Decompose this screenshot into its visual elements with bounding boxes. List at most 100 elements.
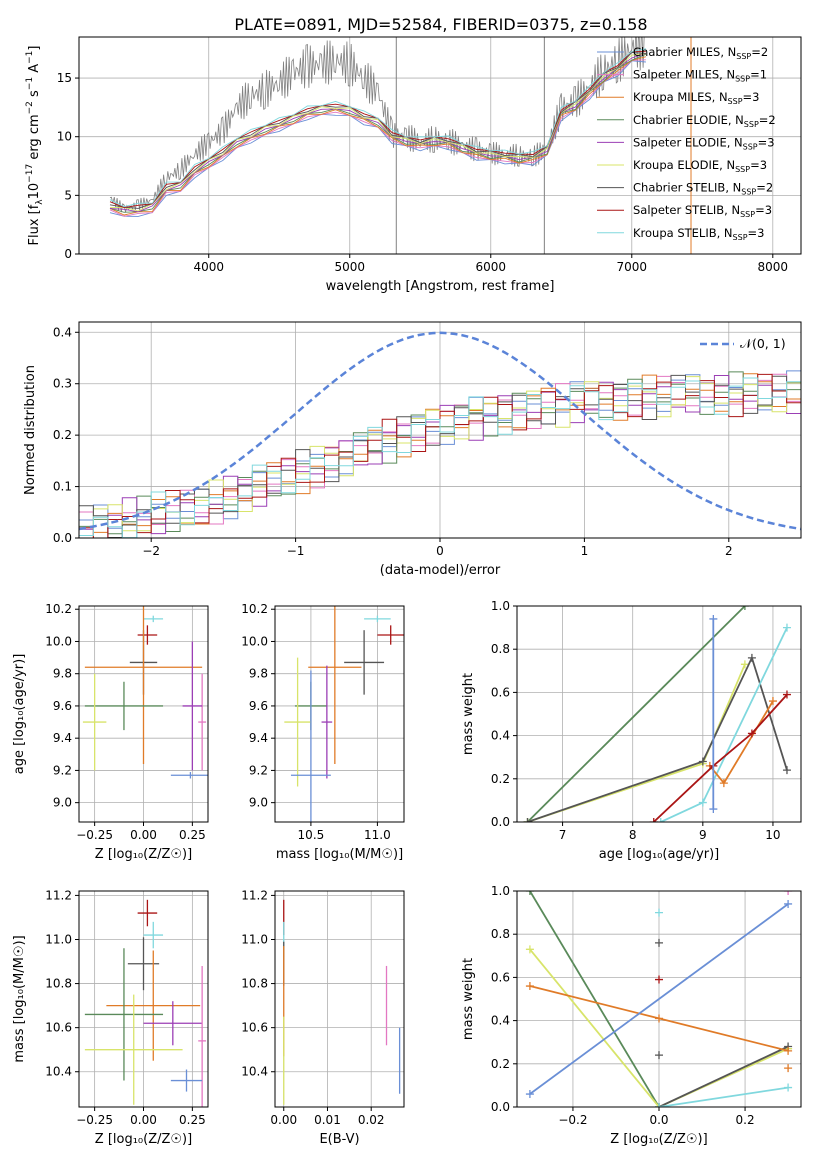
weight-marker	[784, 1083, 793, 1092]
y-tick-label: 11.2	[241, 888, 268, 902]
weight-line-salpeter-stelib	[653, 693, 788, 822]
weight-marker	[709, 805, 718, 814]
x-axis-label: E(B-V)	[319, 1132, 359, 1147]
weight-marker	[655, 1014, 663, 1023]
y-axis-label-part: ]	[27, 46, 42, 51]
y-tick-label: 0.6	[491, 970, 510, 984]
x-tick-label: 7	[559, 828, 567, 842]
y-axis-label-part: −1	[25, 77, 35, 90]
weight-marker	[655, 1051, 663, 1060]
y-tick-label: 10.6	[241, 1021, 268, 1035]
legend-label: Kroupa ELODIE, NSSP=3	[633, 158, 767, 174]
y-tick-label: 9.2	[53, 763, 72, 777]
legend-sub: SSP	[728, 97, 743, 106]
y-axis-label-part: λ	[35, 199, 45, 205]
x-axis-label: Z [log₁₀(Z/Z☉)]	[610, 1132, 707, 1147]
x-axis-label: age [log₁₀(age/yr)]	[599, 847, 720, 862]
x-tick-label: 0.00	[270, 1113, 297, 1127]
weight-marker	[784, 891, 793, 895]
y-tick-label: 10.0	[45, 634, 72, 648]
legend-label: Salpeter STELIB, NSSP=3	[633, 203, 772, 219]
y-axis-label: mass [log₁₀(M/M☉)]	[12, 935, 27, 1062]
y-tick-label: 5	[64, 188, 72, 202]
plot-area-weight-vs-age	[523, 606, 791, 822]
weight-marker	[784, 1046, 793, 1055]
model-line-kroupa-stelib	[109, 48, 646, 208]
weight-marker	[784, 899, 793, 908]
y-tick-label: 9.4	[53, 731, 72, 745]
y-tick-label: 0.4	[53, 325, 72, 339]
x-tick-label: 0.25	[179, 1113, 206, 1127]
legend-nssp: =1	[750, 68, 767, 82]
x-tick-label: 0.02	[358, 1113, 385, 1127]
axes-frame	[516, 890, 802, 1108]
y-tick-label: 9.8	[53, 667, 72, 681]
y-tick-label: 10.8	[45, 977, 72, 991]
x-axis-label: wavelength [Angstrom, rest frame]	[326, 279, 555, 294]
y-tick-label: 10.6	[45, 1021, 72, 1035]
y-tick-label: 0	[64, 247, 72, 261]
x-tick-label: 8000	[758, 260, 789, 274]
y-tick-label: 0.3	[53, 377, 72, 391]
weight-marker	[784, 1064, 793, 1073]
x-tick-label: 5000	[334, 260, 365, 274]
x-tick-label: 6000	[475, 260, 506, 274]
panel-mass-vs-Z: −0.25 0.00 0.25 10.4 10.6 10.8 11.0 11.2 Z [log₁…	[12, 888, 209, 1147]
y-tick-label: 0.2	[53, 428, 72, 442]
y-tick-label: 10.0	[241, 634, 268, 648]
legend-sub: SSP	[740, 210, 755, 219]
x-tick-label: 0.0	[649, 1113, 668, 1127]
y-tick-label: 0.4	[491, 1014, 510, 1028]
x-axis-label: mass [log₁₀(M/M☉)]	[276, 847, 403, 862]
normal-distribution-curve	[79, 331, 801, 531]
x-tick-label: 4000	[193, 260, 224, 274]
plot-area-weight-vs-Z	[525, 891, 793, 1107]
y-tick-label: 9.0	[249, 796, 268, 810]
y-axis-label: Normed distribution	[23, 365, 38, 495]
y-tick-label: 10.2	[45, 602, 72, 616]
y-tick-label: 11.2	[45, 888, 72, 902]
legend-label: Salpeter ELODIE, NSSP=3	[633, 135, 775, 151]
x-tick-label: −0.25	[76, 1113, 113, 1127]
legend-label: Chabrier ELODIE, NSSP=2	[633, 113, 776, 129]
x-tick-label: −2	[142, 544, 160, 558]
y-tick-label: 0.0	[53, 531, 72, 545]
legend-nssp: =3	[748, 226, 765, 240]
axes-frame	[78, 605, 209, 823]
weight-marker	[649, 818, 658, 822]
y-tick-label: 0.8	[491, 927, 510, 941]
weight-marker	[698, 757, 707, 766]
legend-nssp: =3	[743, 90, 760, 104]
legend-label: Chabrier STELIB, NSSP=2	[633, 181, 773, 197]
y-tick-label: 9.8	[249, 667, 268, 681]
y-tick-label: 0.1	[53, 480, 72, 494]
weight-line-kroupa-stelib	[658, 1086, 789, 1107]
x-tick-label: 0.2	[736, 1113, 755, 1127]
y-tick-label: 9.4	[249, 731, 268, 745]
weight-marker	[655, 1103, 663, 1107]
axes-frame	[274, 890, 405, 1108]
y-tick-label: 1.0	[491, 884, 510, 898]
y-tick-label: 9.0	[53, 796, 72, 810]
y-tick-label: 9.2	[249, 763, 268, 777]
weight-marker	[709, 614, 718, 623]
weight-line-kroupa-stelib	[660, 627, 788, 822]
y-tick-label: 15	[57, 71, 72, 85]
y-tick-label: 0.0	[491, 815, 510, 829]
weight-line-chabrier-elodie	[526, 606, 746, 822]
x-tick-label: 0.00	[130, 1113, 157, 1127]
weight-marker	[740, 606, 749, 610]
data-spectrum-line	[109, 37, 645, 213]
x-tick-label: 0.25	[179, 828, 206, 842]
y-tick-label: 0.6	[491, 685, 510, 699]
weight-marker	[523, 818, 532, 822]
weight-marker	[655, 908, 663, 917]
x-tick-label: 9	[699, 828, 707, 842]
y-tick-label: 11.0	[45, 932, 72, 946]
panel-age-vs-mass: 10.5 11.0 9.0 9.2 9.4 9.6 9.8 10.0 10.2 mass [log…	[241, 602, 405, 862]
y-tick-label: 10.4	[241, 1065, 268, 1079]
x-tick-label: −1	[287, 544, 305, 558]
y-tick-label: 0.2	[491, 1057, 510, 1071]
x-axis-label: Z [log₁₀(Z/Z☉)]	[95, 847, 192, 862]
weight-marker	[740, 660, 749, 669]
